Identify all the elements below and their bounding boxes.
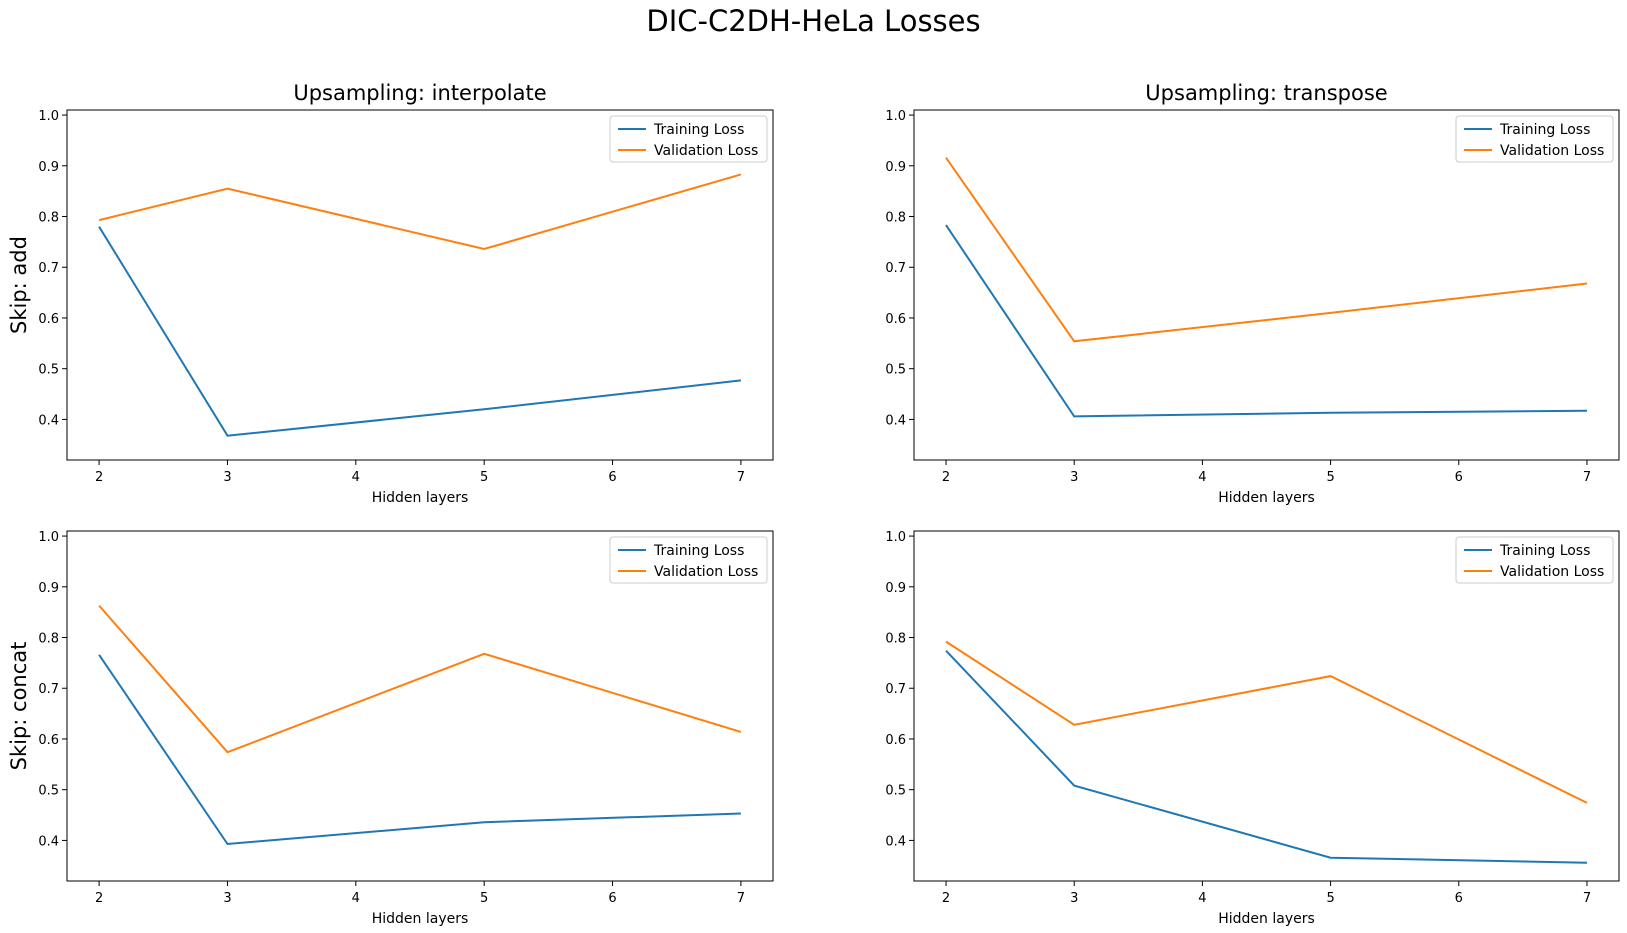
x-tick-label: 4: [352, 891, 360, 906]
x-tick-label: 4: [1198, 470, 1206, 485]
y-tick-label: 0.9: [885, 581, 906, 596]
legend-box: [1455, 536, 1614, 584]
y-tick-label: 1.0: [885, 109, 906, 124]
series-line-validation: [945, 157, 1588, 343]
legend-label: Validation Loss: [654, 143, 758, 159]
x-tick-label: 2: [95, 891, 103, 906]
y-tick-label: 0.4: [885, 413, 906, 428]
axes-frame: [66, 530, 774, 882]
y-tick-label: 0.4: [885, 834, 906, 849]
x-tick-label: 6: [608, 470, 616, 485]
y-tick-label: 1.0: [38, 109, 59, 124]
legend: Training Loss Validation Loss: [609, 536, 768, 584]
legend-box: [1455, 115, 1614, 163]
y-tick-label: 0.8: [38, 632, 59, 647]
y-tick-label: 0.7: [38, 682, 59, 697]
y-tick-label: 0.4: [38, 834, 59, 849]
x-axis-label: Hidden layers: [1218, 490, 1315, 506]
axes-frame: [913, 109, 1620, 461]
x-axis-label: Hidden layers: [1218, 911, 1315, 927]
series-line-validation: [98, 173, 742, 251]
x-tick-label: 3: [1070, 470, 1078, 485]
subplot-4: 2 3 4 5 6 7 0.4 0.5 0.6 0.7 0.8 0.9 1.0 Hidden layers…: [885, 530, 1620, 927]
series-line-validation: [98, 604, 742, 754]
series-line-training: [945, 650, 1588, 864]
series-line-validation: [945, 640, 1588, 804]
x-tick-label: 5: [480, 891, 488, 906]
y-tick-label: 0.6: [38, 733, 59, 748]
series-line-training: [98, 654, 741, 846]
y-tick-label: 0.4: [38, 413, 59, 428]
legend-label: Training Loss: [653, 543, 744, 559]
y-tick-label: 0.9: [38, 581, 59, 596]
legend-label: Training Loss: [653, 122, 744, 138]
series-line-training: [98, 226, 742, 437]
y-tick-label: 0.9: [38, 160, 59, 175]
y-tick-label: 0.9: [885, 160, 906, 175]
x-axis-label: Hidden layers: [372, 911, 469, 927]
x-tick-label: 5: [480, 470, 488, 485]
row-label: Skip: concat: [7, 642, 31, 771]
x-tick-label: 7: [1583, 891, 1591, 906]
panel-title: Upsampling: interpolate: [293, 81, 546, 105]
x-tick-label: 6: [1455, 470, 1463, 485]
y-tick-label: 0.7: [885, 261, 906, 276]
y-tick-label: 0.6: [885, 733, 906, 748]
y-tick-label: 0.8: [885, 211, 906, 226]
legend-box: [609, 536, 768, 584]
x-tick-label: 7: [737, 470, 745, 485]
x-tick-label: 5: [1326, 891, 1334, 906]
legend-label: Validation Loss: [1500, 564, 1604, 580]
legend: Training Loss Validation Loss: [1455, 115, 1614, 163]
axes-frame: [66, 109, 774, 461]
x-tick-label: 6: [1455, 891, 1463, 906]
legend-label: Validation Loss: [1500, 143, 1604, 159]
y-tick-label: 0.8: [38, 211, 59, 226]
x-tick-label: 3: [223, 891, 231, 906]
x-tick-label: 7: [1583, 470, 1591, 485]
y-tick-label: 0.5: [38, 363, 59, 378]
x-tick-label: 3: [223, 470, 231, 485]
x-tick-label: 5: [1326, 470, 1334, 485]
legend-box: [609, 115, 768, 163]
axes-frame: [913, 530, 1620, 882]
y-tick-label: 0.6: [38, 312, 59, 327]
y-tick-label: 0.5: [885, 784, 906, 799]
figure-title: DIC-C2DH-HeLa Losses: [646, 4, 981, 38]
legend-label: Validation Loss: [654, 564, 758, 580]
y-tick-label: 1.0: [885, 530, 906, 545]
panel-title: Upsampling: transpose: [1145, 81, 1387, 105]
x-tick-label: 2: [95, 470, 103, 485]
subplot-1: Upsampling: interpolate Skip: add 2 3 4 5 6 7 0.…: [7, 81, 774, 506]
y-tick-label: 0.6: [885, 312, 906, 327]
y-tick-label: 0.7: [885, 682, 906, 697]
y-tick-label: 0.5: [38, 784, 59, 799]
y-tick-label: 1.0: [38, 530, 59, 545]
x-tick-label: 3: [1070, 891, 1078, 906]
subplot-2: Upsampling: transpose 2 3 4 5 6 7 0.4 0.5 0.6 0.7 0…: [885, 81, 1620, 506]
x-axis-label: Hidden layers: [372, 490, 469, 506]
y-tick-label: 0.8: [885, 632, 906, 647]
legend-label: Training Loss: [1499, 543, 1590, 559]
x-tick-label: 6: [608, 891, 616, 906]
y-tick-label: 0.7: [38, 261, 59, 276]
x-tick-label: 4: [1198, 891, 1206, 906]
legend: Training Loss Validation Loss: [609, 115, 768, 163]
y-tick-label: 0.5: [885, 363, 906, 378]
subplot-3: Skip: concat 2 3 4 5 6 7 0.4 0.5 0.6 0.7 0.8 0.9 1.0 H…: [7, 530, 774, 927]
legend-label: Training Loss: [1499, 122, 1590, 138]
x-tick-label: 2: [942, 891, 950, 906]
series-line-training: [945, 224, 1588, 418]
x-tick-label: 2: [942, 470, 950, 485]
x-tick-label: 4: [352, 470, 360, 485]
legend: Training Loss Validation Loss: [1455, 536, 1614, 584]
row-label: Skip: add: [7, 236, 31, 334]
x-tick-label: 7: [737, 891, 745, 906]
